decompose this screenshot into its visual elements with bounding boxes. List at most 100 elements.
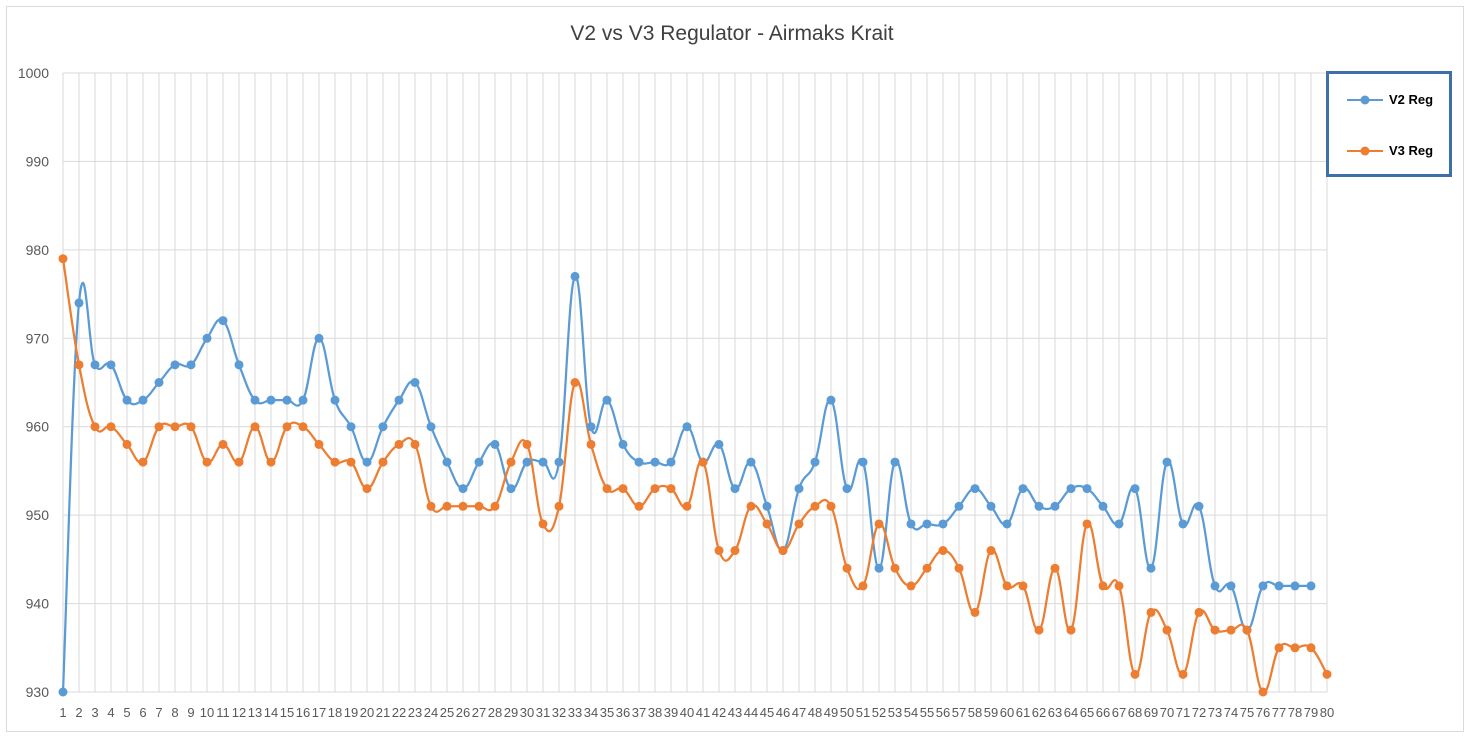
data-point-v2 [890,457,900,467]
data-point-v2 [954,501,964,511]
x-tick-label: 48 [808,705,822,720]
data-point-v2 [490,439,500,449]
x-tick-label: 58 [968,705,982,720]
data-point-v2 [1226,581,1236,591]
x-tick-label: 71 [1176,705,1190,720]
data-point-v2 [202,333,212,343]
data-point-v3 [874,519,884,529]
x-tick-label: 43 [728,705,742,720]
data-point-v3 [442,501,452,511]
data-point-v3 [1194,607,1204,617]
data-point-v2 [714,439,724,449]
data-point-v3 [1178,669,1188,679]
series-lines [61,258,1328,694]
x-tick-label: 76 [1256,705,1270,720]
data-point-v2 [906,519,916,529]
data-point-v2 [938,519,948,529]
x-tick-label: 54 [904,705,918,720]
data-point-v2 [218,316,228,326]
data-point-v2 [170,360,180,370]
data-point-v3 [666,484,676,494]
x-tick-label: 17 [312,705,326,720]
data-point-v3 [1018,581,1028,591]
data-point-v2 [1274,581,1284,591]
data-point-v2 [986,501,996,511]
x-tick-label: 51 [856,705,870,720]
data-point-v3 [154,422,164,432]
x-tick-label: 38 [648,705,662,720]
data-point-v2 [618,439,628,449]
data-point-v2 [330,395,340,405]
data-point-v3 [1002,581,1012,591]
data-point-v3 [458,501,468,511]
data-point-v3 [810,501,820,511]
x-tick-label: 4 [107,705,114,720]
data-point-v2 [1210,581,1220,591]
data-point-v2 [842,484,852,494]
data-point-v3 [1050,563,1060,573]
data-point-v2 [442,457,452,467]
series-markers [58,254,1332,697]
data-point-v2 [586,422,596,432]
data-point-v3 [74,360,84,370]
x-tick-label: 60 [1000,705,1014,720]
data-point-v2 [106,360,116,370]
data-point-v3 [426,501,436,511]
data-point-v3 [746,501,756,511]
x-tick-label: 56 [936,705,950,720]
data-point-v2 [634,457,644,467]
data-point-v3 [698,457,708,467]
data-point-v2 [874,563,884,573]
data-point-v3 [922,563,932,573]
x-tick-label: 69 [1144,705,1158,720]
x-tick-label: 64 [1064,705,1078,720]
data-point-v3 [346,457,356,467]
data-point-v3 [138,457,148,467]
data-point-v3 [1146,607,1156,617]
data-point-v2 [74,298,84,308]
legend: V2 Reg V3 Reg [1326,71,1452,177]
x-tick-label: 36 [616,705,630,720]
x-tick-label: 24 [424,705,438,720]
data-point-v2 [1178,519,1188,529]
x-tick-label: 9 [187,705,194,720]
data-point-v2 [362,457,372,467]
x-tick-label: 31 [536,705,550,720]
data-point-v3 [506,457,516,467]
data-point-v3 [682,501,692,511]
data-point-v2 [1258,581,1268,591]
data-point-v3 [714,546,724,556]
data-point-v3 [554,501,564,511]
data-point-v3 [842,563,852,573]
x-tick-label: 44 [744,705,758,720]
x-tick-label: 62 [1032,705,1046,720]
data-point-v3 [858,581,868,591]
data-point-v3 [1258,687,1268,697]
x-tick-label: 47 [792,705,806,720]
data-point-v3 [122,439,132,449]
data-point-v2 [1002,519,1012,529]
data-point-v3 [106,422,116,432]
data-point-v2 [746,457,756,467]
data-point-v2 [138,395,148,405]
x-tick-label: 34 [584,705,598,720]
data-point-v2 [1130,484,1140,494]
data-point-v3 [650,484,660,494]
data-point-v3 [1066,625,1076,635]
data-point-v2 [1018,484,1028,494]
x-tick-label: 6 [139,705,146,720]
x-tick-label: 63 [1048,705,1062,720]
data-point-v3 [1290,643,1300,653]
data-point-v2 [1306,581,1316,591]
data-point-v3 [938,546,948,556]
x-tick-label: 18 [328,705,342,720]
data-point-v3 [1242,625,1252,635]
x-tick-label: 23 [408,705,422,720]
data-point-v2 [538,457,548,467]
x-tick-label: 7 [155,705,162,720]
x-tick-label: 19 [344,705,358,720]
data-point-v3 [1034,625,1044,635]
gridlines [62,72,1328,693]
y-tick-label: 980 [26,242,50,258]
